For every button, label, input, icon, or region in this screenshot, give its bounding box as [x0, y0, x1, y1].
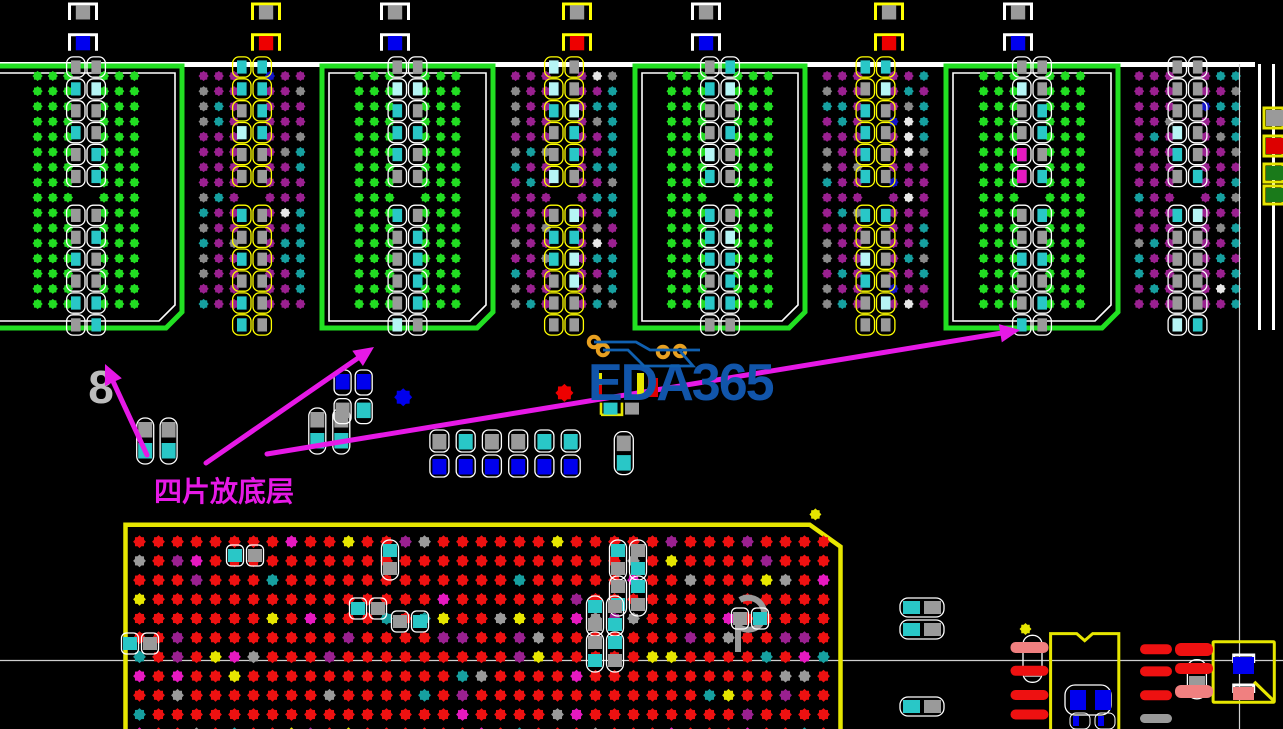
- svg-text:四片放底层: 四片放底层: [154, 475, 294, 507]
- svg-text:EDA365: EDA365: [588, 354, 774, 412]
